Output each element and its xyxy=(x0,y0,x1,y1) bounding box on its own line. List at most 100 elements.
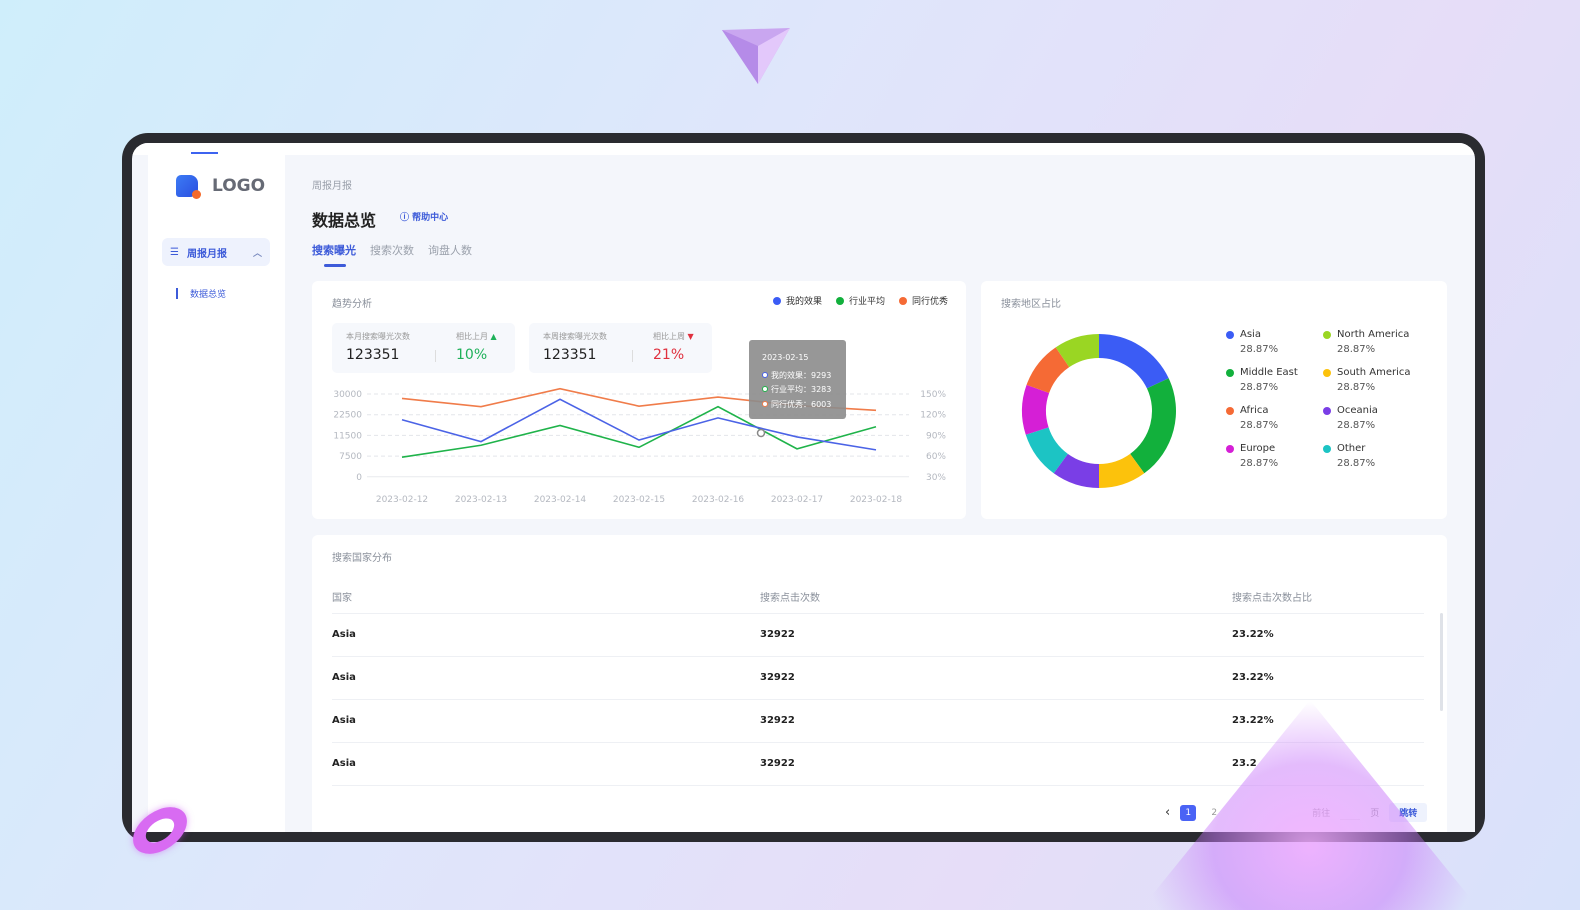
jump-button[interactable]: 跳转 xyxy=(1389,803,1428,822)
legend-value: 28.87% xyxy=(1240,420,1279,431)
trend-legend: 我的效果 行业平均 同行优秀 xyxy=(772,294,948,307)
y2-tick-label: 120% xyxy=(920,411,946,421)
goto-label: 前往 xyxy=(1312,809,1331,819)
region-legend: Asia 28.87% North America 28.87% Middle East… xyxy=(1226,329,1423,469)
table-cell: 23.2 xyxy=(1232,742,1424,786)
compare-label: 相比上周 ▼ xyxy=(653,332,694,341)
sidebar-item-label: 数据总览 xyxy=(190,290,227,300)
compare-value: 21% xyxy=(653,347,685,363)
x-tick-label: 2023-02-12 xyxy=(376,495,428,505)
y2-tick-label: 60% xyxy=(926,452,946,462)
x-tick-label: 2023-02-17 xyxy=(771,495,823,505)
legend-label: 同行优秀 xyxy=(911,297,948,307)
trend-card: 趋势分析 我的效果 行业平均 同行优秀 本月搜索曝光次数 123351 相比上月… xyxy=(312,281,966,519)
page-button[interactable]: 1 xyxy=(1180,804,1197,821)
help-label: 帮助中心 xyxy=(412,213,449,223)
page-input[interactable] xyxy=(1340,806,1361,820)
donut-slice xyxy=(1026,347,1070,394)
logo-icon xyxy=(176,175,201,199)
legend-label: South America xyxy=(1337,367,1411,378)
y-tick-label: 7500 xyxy=(339,452,362,462)
arrow-down-icon: ▼ xyxy=(687,332,694,341)
x-tick-label: 2023-02-15 xyxy=(613,495,665,505)
top-strip xyxy=(132,143,1475,155)
y2-tick-label: 30% xyxy=(926,473,946,483)
legend-dot xyxy=(1323,369,1331,377)
tab-inquiry-count[interactable]: 询盘人数 xyxy=(428,244,472,257)
legend-item[interactable]: Asia 28.87% xyxy=(1226,329,1323,355)
list-icon: ☰ xyxy=(170,246,179,258)
stat-label: 本月搜索曝光次数 xyxy=(346,332,410,341)
column-header[interactable]: 国家 xyxy=(332,581,760,614)
sidebar-group-label: 周报月报 xyxy=(186,248,227,260)
sidebar-item-overview[interactable]: 数据总览 xyxy=(176,287,226,300)
tabs: 搜索曝光 搜索次数 询盘人数 xyxy=(312,242,472,267)
legend-item[interactable]: 行业平均 xyxy=(835,294,885,307)
breadcrumb[interactable]: 周报月报 xyxy=(312,181,352,192)
legend-dot xyxy=(1226,369,1234,377)
legend-label: Asia xyxy=(1240,329,1261,340)
table-cell: Asia xyxy=(332,699,760,743)
donut-slice xyxy=(1022,384,1050,435)
country-table-card: 搜索国家分布 国家 搜索点击次数 搜索点击次数占比 Asia 32922 23.22… xyxy=(312,535,1447,832)
sidebar-group-reports[interactable]: ☰ 周报月报 ︿ xyxy=(162,238,270,266)
table-row[interactable]: Asia 32922 23.2 xyxy=(332,742,1424,786)
legend-value: 28.87% xyxy=(1337,382,1376,393)
legend-item[interactable]: 我的效果 xyxy=(772,294,822,307)
chevron-up-icon: ︿ xyxy=(252,248,262,259)
legend-item[interactable]: Oceania 28.87% xyxy=(1323,405,1423,431)
column-header[interactable]: 搜索点击次数占比 xyxy=(1232,581,1424,614)
table-row[interactable]: Asia 32922 23.22% xyxy=(332,656,1424,700)
legend-value: 28.87% xyxy=(1240,458,1279,469)
legend-label: Europe xyxy=(1240,443,1276,454)
table-cell: 23.22% xyxy=(1232,613,1424,657)
scrollbar[interactable] xyxy=(1440,613,1443,711)
legend-dot xyxy=(1323,445,1331,453)
logo-text: LOGO xyxy=(212,176,266,196)
legend-item[interactable]: Europe 28.87% xyxy=(1226,443,1323,469)
x-tick-label: 2023-02-13 xyxy=(455,495,507,505)
legend-label: North America xyxy=(1337,329,1410,340)
region-title: 搜索地区占比 xyxy=(1001,299,1061,310)
donut-slice xyxy=(1099,334,1169,389)
help-center-link[interactable]: ⓘ 帮助中心 xyxy=(400,210,448,223)
legend-label: 行业平均 xyxy=(848,297,885,307)
pagination: ‹ 1 2 前往 页 跳转 xyxy=(1165,803,1428,822)
tab-search-exposure[interactable]: 搜索曝光 xyxy=(312,244,356,267)
page-title: 数据总览 xyxy=(312,211,377,230)
legend-item[interactable]: 同行优秀 xyxy=(898,294,948,307)
stat-value: 123351 xyxy=(543,347,597,363)
table-cell: 32922 xyxy=(760,656,1232,700)
legend-dot xyxy=(1323,331,1331,339)
trend-title: 趋势分析 xyxy=(332,299,372,310)
column-header[interactable]: 搜索点击次数 xyxy=(760,581,1232,614)
compare-label: 相比上月 ▲ xyxy=(456,332,497,341)
legend-item[interactable]: Other 28.87% xyxy=(1323,443,1423,469)
y-tick-label: 11500 xyxy=(333,431,362,441)
x-tick-label: 2023-02-16 xyxy=(692,495,745,505)
page-button[interactable]: 2 xyxy=(1211,807,1218,818)
legend-item[interactable]: North America 28.87% xyxy=(1323,329,1423,355)
legend-label: Middle East xyxy=(1240,367,1298,378)
trend-line-chart: 0 30% 7500 60% 11500 90% 22500 120% 30000 150% 202… xyxy=(333,387,946,505)
legend-item[interactable]: Africa 28.87% xyxy=(1226,405,1323,431)
tab-search-count[interactable]: 搜索次数 xyxy=(370,244,414,257)
logo: LOGO xyxy=(176,175,266,199)
legend-item[interactable]: South America 28.87% xyxy=(1323,367,1423,393)
region-donut-chart xyxy=(1022,334,1176,488)
donut-slice xyxy=(1025,427,1068,474)
donut-slice xyxy=(1130,378,1176,474)
country-table: 国家 搜索点击次数 搜索点击次数占比 Asia 32922 23.22% Asia 32… xyxy=(332,581,1424,786)
table-row[interactable]: Asia 32922 23.22% xyxy=(332,613,1424,657)
legend-item[interactable]: Middle East 28.87% xyxy=(1226,367,1323,393)
table-cell: Asia xyxy=(332,613,760,657)
legend-label: 我的效果 xyxy=(785,297,822,307)
prev-page-button[interactable]: ‹ xyxy=(1165,805,1171,820)
app-screen: LOGO ☰ 周报月报 ︿ 数据总览 周报月报 数据总览 ⓘ 帮助中心 搜索曝光 搜… xyxy=(132,143,1475,832)
compare-value: 10% xyxy=(456,347,488,363)
y2-tick-label: 150% xyxy=(920,390,946,400)
table-row[interactable]: Asia 32922 23.22% xyxy=(332,699,1424,743)
pyramid-decoration xyxy=(722,28,790,84)
legend-label: Other xyxy=(1337,443,1366,454)
legend-label: Africa xyxy=(1240,405,1269,416)
